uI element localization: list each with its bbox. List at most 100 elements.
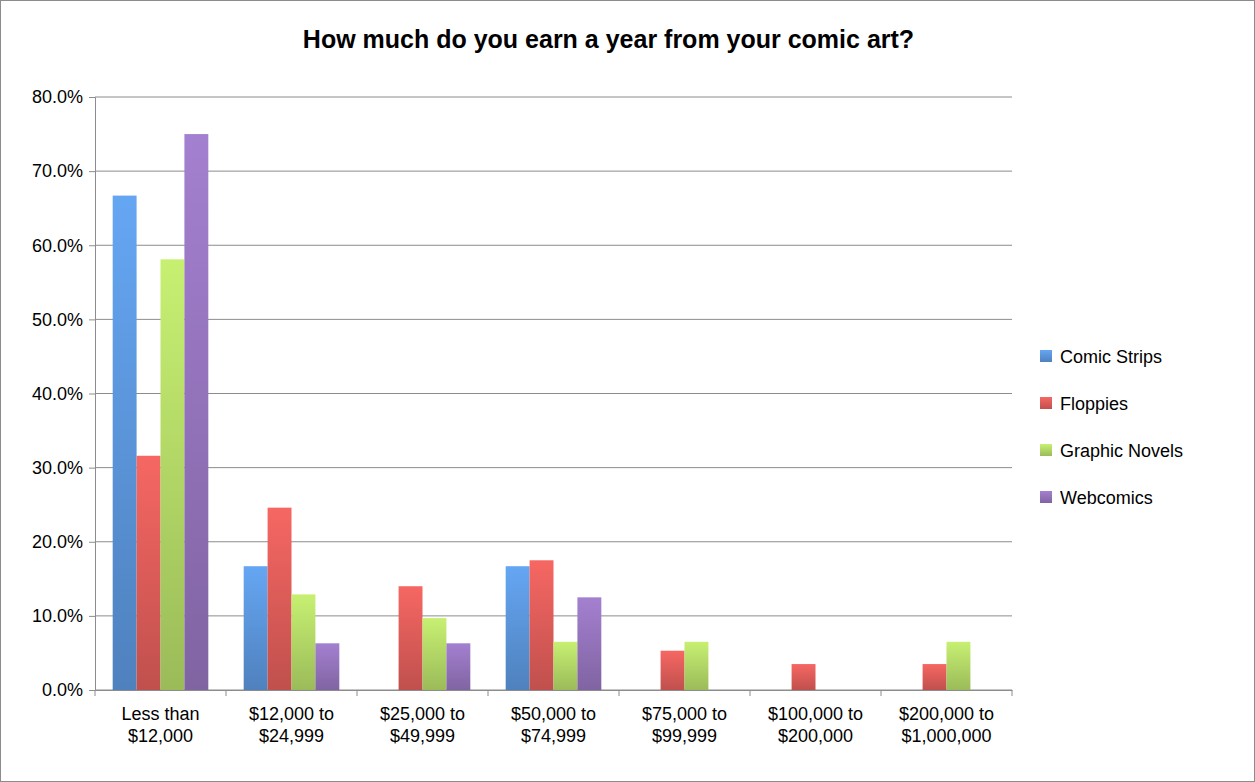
y-tick: 50.0% [32, 310, 95, 330]
y-tick-label: 50.0% [32, 310, 83, 330]
y-tick-label: 80.0% [32, 87, 83, 107]
x-tick: $75,000 to$99,999 [642, 704, 727, 746]
grid-line [95, 245, 1012, 246]
legend-label: Comic Strips [1060, 347, 1162, 367]
y-tick-mark [89, 97, 95, 98]
bar-series [137, 456, 947, 690]
y-tick-mark [89, 616, 95, 617]
x-divider [619, 690, 620, 696]
y-tick: 30.0% [32, 458, 95, 478]
y-axis-line [89, 98, 96, 691]
y-tick: 80.0% [32, 87, 95, 107]
bar [113, 196, 137, 690]
legend-swatch [1040, 444, 1052, 456]
legend-swatch [1040, 350, 1052, 362]
bar [315, 643, 339, 690]
x-divider [488, 690, 489, 696]
y-tick-label: 70.0% [32, 161, 83, 181]
grid-line [95, 541, 1012, 542]
bar [446, 643, 470, 690]
x-divider [1012, 690, 1013, 696]
bar [399, 586, 423, 690]
chart: 0.0% 10.0% 20.0% 30.0% 40.0% 50.0% 60.0% 70.0% 8… [0, 0, 1255, 782]
chart-title: How much do you earn a year from your co… [303, 25, 914, 53]
y-tick-mark [89, 319, 95, 320]
x-tick: $100,000 to$200,000 [768, 704, 863, 746]
x-axis: Less than$12,000 $12,000 to$24,999 $25,000… [96, 691, 1013, 746]
chart-frame [1, 1, 1255, 782]
legend-label: Floppies [1060, 394, 1128, 414]
bar [816, 690, 840, 691]
x-axis-dividers [95, 690, 1012, 696]
bars [113, 134, 971, 690]
bar [577, 597, 601, 690]
y-axis: 0.0% 10.0% 20.0% 30.0% 40.0% 50.0% 60.0% 70.0% 8… [32, 87, 96, 700]
legend-swatch [1040, 397, 1052, 409]
x-divider [226, 690, 227, 696]
x-tick-label: $50,000 to$74,999 [511, 704, 596, 746]
bar [947, 642, 971, 690]
y-tick-label: 60.0% [32, 236, 83, 256]
bar [839, 690, 863, 691]
grid-line [95, 393, 1012, 394]
y-tick-mark [89, 468, 95, 469]
x-axis-line [96, 690, 1013, 691]
x-divider [357, 690, 358, 696]
y-tick: 0.0% [42, 680, 95, 700]
y-tick: 60.0% [32, 236, 95, 256]
bar [244, 566, 268, 690]
x-tick-label: $25,000 to$49,999 [380, 704, 465, 746]
bar-series [161, 259, 971, 690]
grid [95, 97, 1012, 690]
bar-series [184, 134, 601, 690]
bar-series [113, 196, 530, 690]
bar [292, 594, 316, 690]
y-tick: 10.0% [32, 606, 95, 626]
x-divider [750, 690, 751, 696]
x-tick: $200,000 to$1,000,000 [899, 704, 994, 746]
legend-swatch [1040, 491, 1052, 503]
y-tick-mark [89, 245, 95, 246]
bar [970, 690, 994, 691]
legend: Comic Strips Floppies Graphic Novels Webcom… [1040, 347, 1183, 508]
x-tick-label: $75,000 to$99,999 [642, 704, 727, 746]
y-tick-label: 20.0% [32, 532, 83, 552]
bar [554, 642, 578, 690]
bar [685, 642, 709, 690]
x-divider [95, 690, 96, 696]
x-tick: Less than$12,000 [121, 704, 199, 746]
y-tick-mark [89, 171, 95, 172]
y-tick-label: 40.0% [32, 384, 83, 404]
bar [768, 690, 792, 691]
x-tick: $12,000 to$24,999 [249, 704, 334, 746]
bar [375, 690, 399, 691]
grid-line [95, 97, 1012, 98]
x-tick-label: $200,000 to$1,000,000 [899, 704, 994, 746]
y-tick-mark [89, 394, 95, 395]
grid-line [95, 171, 1012, 172]
legend-label: Graphic Novels [1060, 441, 1183, 461]
x-tick-label: Less than$12,000 [121, 704, 199, 746]
x-tick-label: $12,000 to$24,999 [249, 704, 334, 746]
y-tick: 70.0% [32, 161, 95, 181]
bar [899, 690, 923, 691]
bar [506, 566, 530, 690]
y-tick-label: 10.0% [32, 606, 83, 626]
bar [923, 664, 947, 690]
bar [161, 259, 185, 690]
x-divider [881, 690, 882, 696]
bar [184, 134, 208, 690]
x-tick: $25,000 to$49,999 [380, 704, 465, 746]
bar [792, 664, 816, 690]
bar [268, 508, 292, 690]
bar [708, 690, 732, 691]
x-tick-label: $100,000 to$200,000 [768, 704, 863, 746]
y-tick-mark [89, 690, 95, 691]
bar [637, 690, 661, 691]
legend-label: Webcomics [1060, 488, 1153, 508]
y-tick: 40.0% [32, 384, 95, 404]
bar [137, 456, 161, 690]
x-tick: $50,000 to$74,999 [511, 704, 596, 746]
grid-line [95, 467, 1012, 468]
y-tick-label: 0.0% [42, 680, 83, 700]
